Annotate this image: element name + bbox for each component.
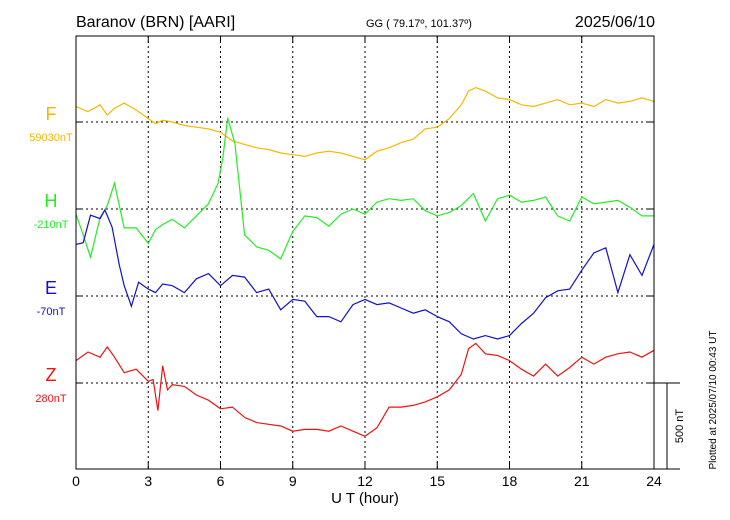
series-labels: F 59030nT H -210nT E -70nT Z 280nT [29,104,73,405]
series-line-f [75,86,655,161]
x-tick-label: 0 [72,473,80,489]
series-baseline-z: 280nT [35,393,66,405]
series-name-z: Z [46,365,57,385]
series-name-f: F [46,104,57,124]
series-name-e: E [45,278,57,298]
series-line-h [75,117,654,260]
x-tick-label: 18 [502,473,518,489]
station-title: Baranov (BRN) [AARI] [76,14,235,31]
series-name-h: H [45,191,58,211]
x-tick-label: 3 [144,473,152,489]
plotted-timestamp: Plotted at 2025/07/10 00:43 UT [708,331,719,470]
series-baseline-f: 59030nT [29,132,73,144]
axis-ticks: 0 3 6 9 12 15 18 21 24 [72,36,662,489]
chart-date: 2025/06/10 [575,14,655,31]
scale-bar: 500 nT [654,382,686,470]
scale-bar-label: 500 nT [674,409,686,444]
series-line-z [75,342,655,437]
station-coordinates: GG ( 79.17º, 101.37º) [366,18,472,30]
series-baseline-e: -70nT [37,306,66,318]
x-tick-label: 12 [357,473,373,489]
x-tick-label: 15 [429,473,445,489]
x-tick-label: 24 [646,473,662,489]
x-tick-label: 9 [289,473,297,489]
series-baseline-h: -210nT [34,219,69,231]
data-series [75,86,655,437]
x-axis-label: U T (hour) [331,490,399,507]
x-tick-label: 6 [217,473,225,489]
series-line-e [75,208,655,340]
x-tick-label: 21 [574,473,590,489]
